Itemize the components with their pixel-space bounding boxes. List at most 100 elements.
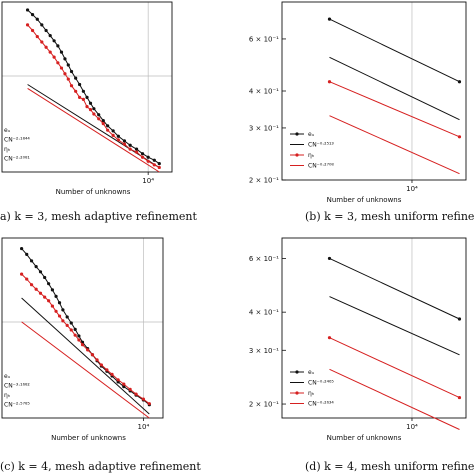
xtick-label-a: 10⁴ [142,177,154,185]
data-point-a-2-15 [85,105,89,109]
series-line-a-2 [27,24,160,168]
series-line-b-3 [329,115,460,175]
data-point-a-0-11 [69,69,74,74]
series-line-a-0 [27,9,160,165]
data-point-c-2-16 [86,348,90,352]
xtick-label-b: 10⁴ [406,185,418,193]
series-line-c-2 [21,273,150,405]
ytick-label-d-0: 6 × 10⁻¹ [249,255,279,263]
data-point-a-2-18 [97,117,101,121]
series-line-d-3 [329,368,460,430]
data-point-a-0-9 [63,57,67,61]
data-point-c-0-11 [65,315,69,319]
legend-label-a-0: eᵤ [4,127,11,134]
data-point-a-0-12 [74,76,78,80]
data-point-c-2-12 [69,328,73,332]
data-point-a-0-27 [146,155,150,159]
ytick-label-b-3: 2 × 10⁻¹ [249,177,279,185]
x-axis-label-b: Number of unknowns [327,196,402,204]
legend-label-b-2: ηₕ [308,152,315,159]
data-point-d-2-1 [457,395,462,400]
data-point-c-0-6 [47,282,51,286]
series-line-c-3 [21,321,150,419]
data-point-a-0-21 [111,129,115,133]
data-point-a-2-25 [134,150,139,154]
legend-label-d-0: eᵤ [308,369,315,376]
data-point-c-2-3 [34,287,38,291]
data-point-c-0-13 [73,327,77,331]
data-point-a-0-18 [97,113,101,117]
data-point-a-2-11 [69,84,74,88]
data-point-a-2-20 [106,128,110,132]
ytick-label-d-3: 2 × 10⁻¹ [249,401,279,409]
data-point-a-2-8 [59,66,64,70]
data-point-c-0-8 [54,294,58,298]
legend-label-a-2: ηₕ [4,146,11,153]
legend-label-a-3: CN⁻²·²⁰⁸¹ [4,156,30,163]
data-point-a-2-22 [116,138,120,142]
data-point-c-2-13 [73,333,77,337]
data-point-a-2-28 [152,163,156,167]
data-point-c-2-14 [77,338,81,342]
data-point-d-0-0 [327,256,332,261]
legend-label-d-3: CN⁻⁰·²⁶³⁴ [308,401,334,408]
series-line-b-0 [329,18,460,83]
data-point-c-2-1 [25,277,29,281]
data-point-b-0-0 [327,17,332,21]
data-point-a-2-9 [63,72,67,76]
data-point-c-2-24 [128,387,132,391]
data-point-c-0-10 [61,308,65,312]
data-point-c-2-25 [134,392,138,396]
data-point-a-2-5 [48,50,52,54]
data-point-a-0-14 [81,89,85,93]
data-point-c-2-7 [50,304,55,308]
data-point-c-2-18 [95,358,99,362]
data-point-a-0-16 [88,101,93,105]
data-point-a-2-21 [111,133,115,137]
data-point-a-0-1 [30,13,35,17]
data-point-c-2-17 [90,353,95,357]
data-point-b-2-0 [327,80,332,84]
data-point-a-2-23 [122,142,127,146]
data-point-c-2-27 [147,402,151,406]
legend-label-c-2: ηₕ [4,392,11,399]
data-point-d-0-1 [457,317,462,321]
caption-d: (d) k = 4, mesh uniform refinement [305,460,474,473]
data-point-c-0-3 [34,265,38,269]
data-point-a-0-10 [66,63,70,67]
data-point-a-2-24 [128,147,132,151]
data-point-a-0-26 [140,152,145,156]
data-point-c-2-19 [99,363,103,367]
axes-frame-b [281,1,467,181]
series-line-c-1 [21,297,150,415]
legend-marker-d-2 [295,391,299,395]
data-point-a-0-15 [85,95,89,99]
data-point-a-0-13 [77,82,82,87]
series-line-d-0 [329,257,460,320]
series-line-c-0 [21,248,150,406]
data-point-c-0-0 [20,246,24,251]
legend-label-c-0: eᵤ [4,373,11,380]
data-point-a-0-8 [59,50,64,54]
legend-marker-b-2 [295,153,299,157]
data-point-c-2-22 [116,378,120,382]
x-axis-label-c: Number of unknowns [51,434,126,442]
data-point-c-2-23 [122,382,126,386]
series-line-a-1 [27,84,160,168]
axes-frame-a [1,1,173,173]
xtick-label-c: 10⁴ [138,423,150,431]
data-point-a-0-22 [116,134,120,138]
data-point-a-0-25 [134,147,139,151]
data-point-c-2-10 [61,319,65,323]
caption-a: a) k = 3, mesh adaptive refinement [0,210,197,223]
xtick-label-d: 10⁴ [406,423,418,431]
data-point-a-2-3 [40,40,44,44]
legend-label-b-0: eᵤ [308,131,315,138]
data-point-c-0-9 [57,301,62,305]
data-point-a-2-14 [81,97,85,102]
legend-label-b-1: CN⁻⁰·²⁵¹³ [308,142,334,149]
data-point-c-2-2 [29,283,34,287]
legend-label-c-1: CN⁻³·¹⁶⁸² [4,383,30,390]
ytick-label-d-2: 3 × 10⁻¹ [249,347,279,355]
